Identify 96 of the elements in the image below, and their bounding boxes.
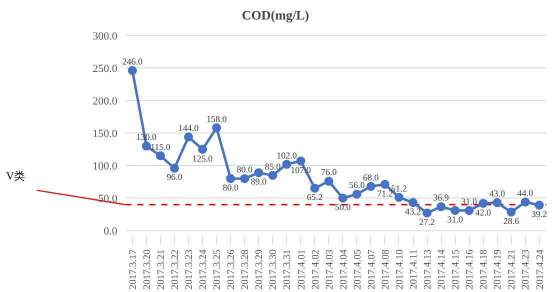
point bbox=[506, 208, 516, 217]
point bbox=[394, 192, 404, 202]
x-tick-label: 2017.3.22 bbox=[170, 250, 181, 290]
data-label: 68.0 bbox=[363, 172, 380, 182]
x-tick-label: 2017.3.21 bbox=[156, 250, 167, 290]
x-tick-label: 2017.4.08 bbox=[380, 250, 392, 290]
data-label: 76.0 bbox=[320, 167, 338, 178]
point bbox=[366, 182, 376, 191]
x-tick-label: 2017.3.17 bbox=[128, 250, 139, 290]
point bbox=[310, 184, 320, 193]
point bbox=[142, 142, 151, 151]
y-tick-label: 250.0 bbox=[92, 62, 118, 75]
point bbox=[198, 144, 208, 154]
x-tick-label: 2017.4.14 bbox=[436, 250, 448, 290]
data-label: 31.0 bbox=[447, 214, 464, 224]
data-label: 80.0 bbox=[236, 164, 254, 175]
point bbox=[450, 206, 460, 215]
point bbox=[226, 174, 236, 184]
point bbox=[324, 176, 334, 186]
data-label: 89.0 bbox=[250, 176, 268, 187]
point bbox=[254, 168, 264, 178]
data-label: 115.0 bbox=[150, 142, 171, 152]
point bbox=[408, 198, 418, 208]
x-tick-label: 2017.4.18 bbox=[478, 250, 490, 290]
x-tick-label: 2017.3.30 bbox=[268, 250, 280, 290]
y-tick-label: 0.0 bbox=[104, 226, 118, 238]
x-tick-label: 2017.3.20 bbox=[142, 250, 153, 290]
x-tick-label: 2017.3.26 bbox=[226, 250, 238, 290]
data-label: 42.0 bbox=[475, 207, 492, 218]
data-label: 56.0 bbox=[349, 180, 366, 190]
x-tick-label: 2017.3.24 bbox=[198, 250, 210, 290]
data-label: 96.0 bbox=[166, 172, 183, 182]
x-tick-label: 2017.4.05 bbox=[352, 250, 364, 290]
data-label: 246.0 bbox=[122, 56, 144, 66]
data-label: 39.2 bbox=[531, 209, 548, 220]
data-label: 28.6 bbox=[503, 216, 520, 226]
x-tick-label: 2017.3.28 bbox=[240, 250, 252, 290]
point bbox=[268, 170, 278, 180]
y-tick-label: 150.0 bbox=[92, 128, 118, 140]
x-tick-label: 2017.4.01 bbox=[296, 250, 308, 290]
x-tick-label: 2017.4.19 bbox=[492, 250, 504, 290]
data-label: 80.0 bbox=[222, 182, 239, 193]
x-tick-label: 2017.4.15 bbox=[450, 250, 462, 290]
x-tick-label: 2017.4.23 bbox=[520, 250, 532, 290]
x-tick-label: 2017.4.11 bbox=[408, 249, 420, 290]
point bbox=[184, 132, 194, 142]
data-label: 102.0 bbox=[276, 150, 298, 160]
point bbox=[170, 164, 179, 173]
data-label: 43.2 bbox=[405, 206, 421, 217]
data-label: 51.2 bbox=[391, 183, 407, 194]
x-tick-label: 2017.4.10 bbox=[394, 250, 406, 290]
data-label: 36.9 bbox=[433, 192, 450, 203]
data-label: 65.2 bbox=[306, 192, 323, 202]
y-tick-label: 200.0 bbox=[92, 95, 118, 108]
point bbox=[128, 66, 137, 75]
x-tick-label: 2017.4.24 bbox=[534, 250, 546, 290]
point bbox=[296, 156, 306, 166]
point bbox=[436, 202, 446, 212]
x-tick-label: 2017.4.16 bbox=[464, 250, 476, 290]
point bbox=[534, 200, 544, 210]
data-label: 50.0 bbox=[334, 202, 352, 212]
point bbox=[156, 151, 165, 160]
point bbox=[240, 174, 250, 184]
data-label: 71.2 bbox=[377, 188, 393, 198]
x-tick-label: 2017.3.29 bbox=[254, 250, 266, 290]
x-tick-label: 2017.4.21 bbox=[506, 250, 518, 290]
x-tick-label: 2017.4.02 bbox=[310, 250, 322, 290]
x-tick-label: 2017.4.03 bbox=[324, 250, 336, 290]
point bbox=[380, 180, 390, 189]
x-tick-label: 2017.4.13 bbox=[422, 250, 434, 290]
data-label: 158.0 bbox=[206, 114, 228, 124]
data-label: 85.0 bbox=[264, 161, 282, 172]
data-label: 31.0 bbox=[461, 196, 478, 206]
point bbox=[478, 198, 488, 208]
data-label: 43.0 bbox=[489, 188, 506, 199]
ref-line-label: V类 bbox=[6, 170, 26, 183]
point bbox=[352, 190, 362, 199]
chart-title: COD(mg/L) bbox=[242, 8, 310, 22]
point bbox=[520, 198, 530, 207]
data-label: 144.0 bbox=[178, 122, 200, 133]
x-tick-label: 2017.3.23 bbox=[184, 250, 196, 290]
point bbox=[282, 160, 292, 169]
y-tick-label: 100.0 bbox=[92, 160, 118, 173]
data-label: 27.2 bbox=[419, 216, 435, 227]
x-tick-label: 2017.3.25 bbox=[212, 250, 224, 290]
data-label: 125.0 bbox=[192, 153, 214, 164]
x-tick-label: 2017.4.07 bbox=[366, 250, 378, 290]
x-tick-label: 2017.4.04 bbox=[338, 250, 350, 290]
point bbox=[212, 123, 222, 132]
data-label: 44.0 bbox=[517, 188, 534, 198]
point bbox=[338, 194, 348, 203]
point bbox=[464, 206, 474, 215]
y-tick-label: 300.0 bbox=[92, 30, 118, 42]
x-tick-label: 2017.3.31 bbox=[282, 250, 294, 290]
point bbox=[422, 208, 432, 218]
point bbox=[492, 198, 502, 208]
